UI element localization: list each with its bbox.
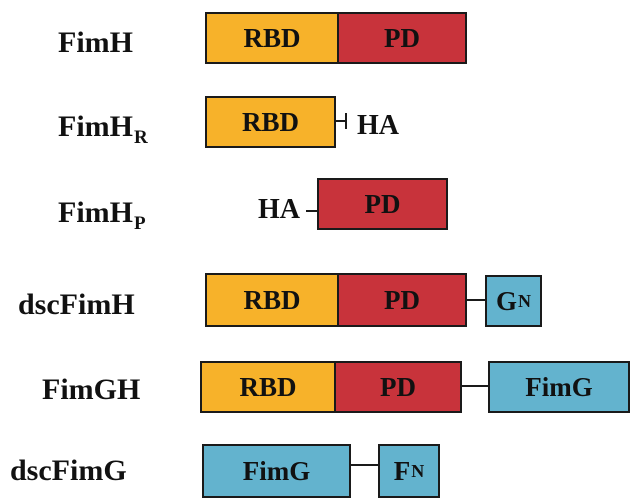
rbd-domain: RBD — [207, 14, 337, 62]
row-label-fimh-r: FimHR — [58, 110, 148, 148]
ha-tag: HA — [258, 194, 300, 225]
row-label-fimgh: FimGH — [42, 373, 141, 406]
ha-linker — [336, 120, 346, 122]
pd-domain: PD — [334, 363, 460, 411]
ha-linker-tick — [345, 113, 347, 129]
fimg-domain: FimG — [202, 444, 351, 498]
dscfimh-construct: RBD PD — [205, 273, 467, 327]
fimg-domain: FimG — [488, 361, 630, 413]
ha-tag: HA — [357, 110, 399, 141]
rbd-domain: RBD — [202, 363, 334, 411]
fimh-construct: RBD PD — [205, 12, 467, 64]
linker-line — [467, 299, 485, 301]
pd-domain: PD — [337, 275, 465, 325]
rbd-domain: RBD — [207, 275, 337, 325]
linker-line — [462, 385, 489, 387]
row-label-fimh-p: FimHP — [58, 196, 146, 234]
linker-line — [351, 464, 379, 466]
rbd-domain: RBD — [205, 96, 336, 148]
row-label-dscfimh: dscFimH — [18, 288, 135, 321]
row-label-dscfimg: dscFimG — [10, 454, 127, 487]
ha-linker — [306, 210, 318, 212]
fimgh-construct: RBD PD — [200, 361, 462, 413]
row-label-fimh: FimH — [58, 26, 133, 59]
pd-domain: PD — [317, 178, 448, 230]
pd-domain: PD — [337, 14, 465, 62]
